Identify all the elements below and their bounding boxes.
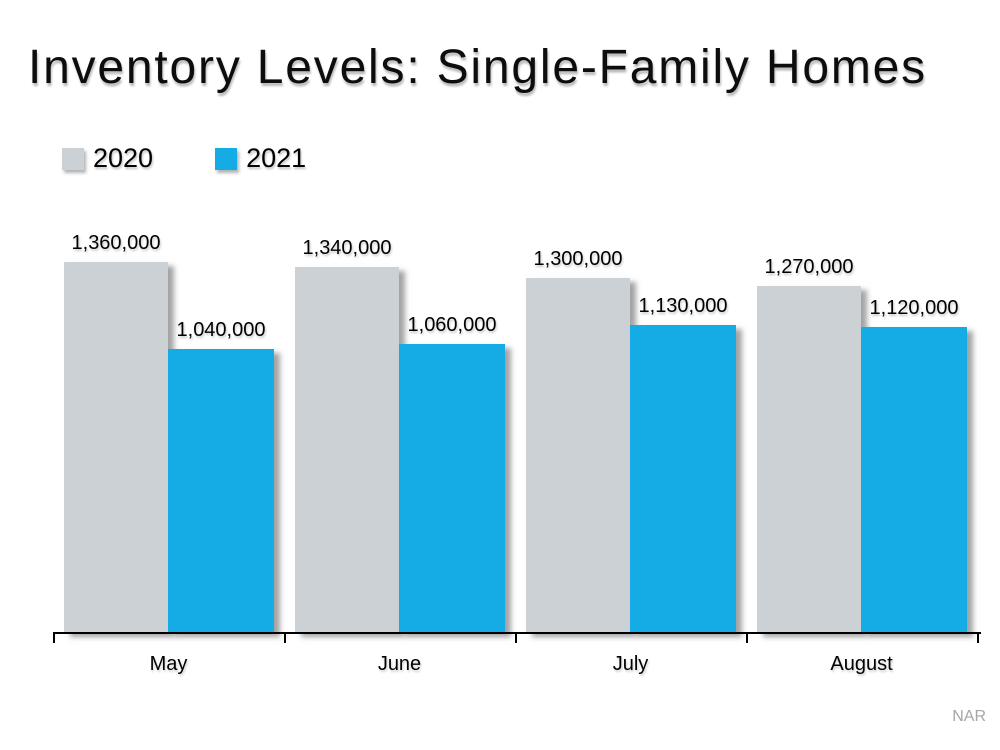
bar-2020-june [295, 267, 399, 633]
value-label-2020-august: 1,270,000 [764, 256, 854, 278]
value-label-2021-may: 1,040,000 [176, 319, 266, 341]
x-axis-label-june: June [377, 653, 422, 675]
legend-item-2020: 2020 [62, 145, 153, 172]
bar-2021-july [630, 325, 736, 633]
x-axis-tick [746, 632, 748, 643]
bar-2020-july [526, 278, 630, 633]
value-label-2021-july: 1,130,000 [638, 295, 728, 317]
legend-label-2020: 2020 [93, 143, 154, 173]
x-axis-line [53, 632, 981, 634]
bar-2020-may [64, 262, 168, 633]
x-axis-label-july: July [612, 653, 649, 675]
bar-2021-may [168, 349, 274, 633]
legend-swatch-2020 [62, 147, 84, 170]
value-label-2020-may: 1,360,000 [71, 232, 161, 254]
value-label-2021-june: 1,060,000 [407, 314, 497, 336]
value-label-2020-june: 1,340,000 [302, 237, 392, 259]
x-axis-tick [977, 632, 979, 643]
x-axis-label-may: May [149, 653, 188, 675]
legend-item-2021: 2021 [215, 145, 306, 172]
source-attribution: NAR [952, 708, 986, 725]
x-axis-tick [515, 632, 517, 643]
bar-2020-august [757, 286, 861, 633]
x-axis-label-august: August [830, 653, 893, 675]
chart-title: Inventory Levels: Single-Family Homes [28, 41, 927, 94]
bar-2021-august [861, 327, 967, 633]
value-label-2021-august: 1,120,000 [869, 297, 959, 319]
legend-swatch-2021 [215, 147, 238, 170]
bar-2021-june [399, 344, 505, 633]
legend-label-2021: 2021 [246, 143, 307, 173]
value-label-2020-july: 1,300,000 [533, 248, 623, 270]
x-axis-tick [53, 632, 55, 643]
x-axis-tick [284, 632, 286, 643]
legend: 2020 2021 [62, 145, 306, 172]
